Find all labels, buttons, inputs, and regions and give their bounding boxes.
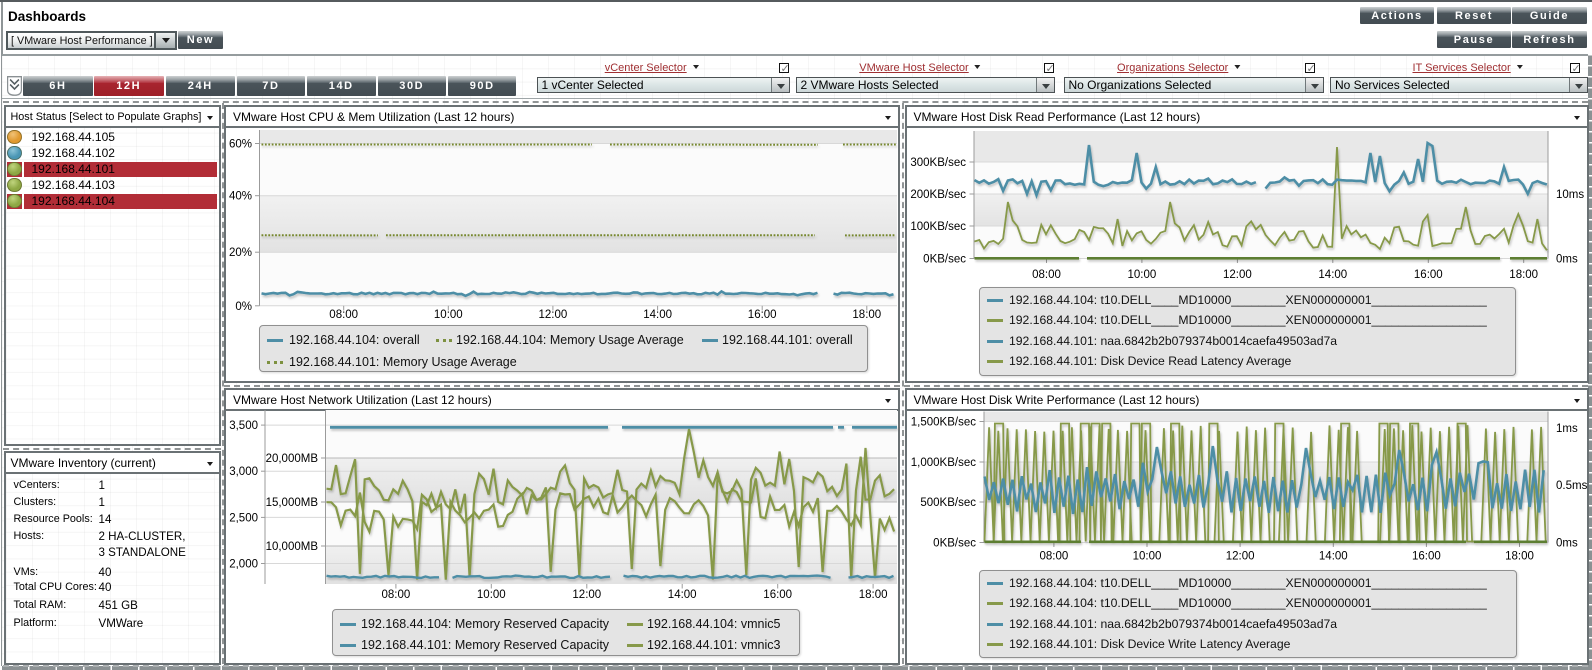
svg-text:08:00: 08:00 [329, 309, 358, 321]
svg-text:60%: 60% [229, 139, 252, 151]
svg-text:0KB/sec: 0KB/sec [923, 254, 966, 266]
svg-text:16:00: 16:00 [763, 589, 792, 601]
svg-text:18:00: 18:00 [1505, 551, 1534, 563]
svg-text:3,500: 3,500 [229, 420, 258, 432]
svg-text:08:00: 08:00 [382, 589, 411, 601]
svg-text:18:00: 18:00 [1509, 269, 1538, 281]
svg-text:40%: 40% [229, 191, 252, 203]
svg-text:0%: 0% [235, 301, 252, 313]
svg-text:0ms: 0ms [1556, 538, 1578, 550]
svg-text:1ms: 1ms [1556, 423, 1578, 435]
svg-text:20%: 20% [229, 247, 252, 259]
svg-text:16:00: 16:00 [748, 309, 777, 321]
svg-text:100KB/sec: 100KB/sec [910, 221, 966, 233]
svg-text:10:00: 10:00 [1133, 551, 1162, 563]
svg-text:0ms: 0ms [1556, 254, 1578, 266]
svg-text:15,000MB: 15,000MB [266, 497, 319, 509]
svg-text:10:00: 10:00 [477, 589, 506, 601]
svg-text:08:00: 08:00 [1040, 551, 1069, 563]
svg-text:0KB/sec: 0KB/sec [933, 538, 976, 550]
svg-text:14:00: 14:00 [668, 589, 697, 601]
svg-text:1,500KB/sec: 1,500KB/sec [911, 417, 976, 429]
svg-text:10:00: 10:00 [434, 309, 463, 321]
svg-text:18:00: 18:00 [859, 589, 888, 601]
svg-text:500KB/sec: 500KB/sec [920, 497, 976, 509]
svg-text:20,000MB: 20,000MB [266, 453, 319, 465]
svg-text:3,000: 3,000 [229, 466, 258, 478]
svg-text:14:00: 14:00 [1319, 551, 1348, 563]
svg-text:08:00: 08:00 [1032, 269, 1061, 281]
svg-text:300KB/sec: 300KB/sec [910, 157, 966, 169]
svg-text:200KB/sec: 200KB/sec [910, 189, 966, 201]
svg-text:12:00: 12:00 [539, 309, 568, 321]
svg-text:2,000: 2,000 [229, 559, 258, 571]
svg-text:12:00: 12:00 [572, 589, 601, 601]
svg-text:14:00: 14:00 [643, 309, 672, 321]
svg-text:0.5ms: 0.5ms [1556, 480, 1588, 492]
svg-text:14:00: 14:00 [1318, 269, 1347, 281]
svg-text:10ms: 10ms [1556, 189, 1584, 201]
svg-text:18:00: 18:00 [852, 309, 881, 321]
svg-text:12:00: 12:00 [1223, 269, 1252, 281]
svg-text:12:00: 12:00 [1226, 551, 1255, 563]
svg-text:16:00: 16:00 [1414, 269, 1443, 281]
svg-text:2,500: 2,500 [229, 512, 258, 524]
svg-text:10:00: 10:00 [1128, 269, 1157, 281]
svg-text:10,000MB: 10,000MB [266, 541, 319, 553]
svg-text:16:00: 16:00 [1412, 551, 1441, 563]
svg-text:1,000KB/sec: 1,000KB/sec [911, 457, 976, 469]
